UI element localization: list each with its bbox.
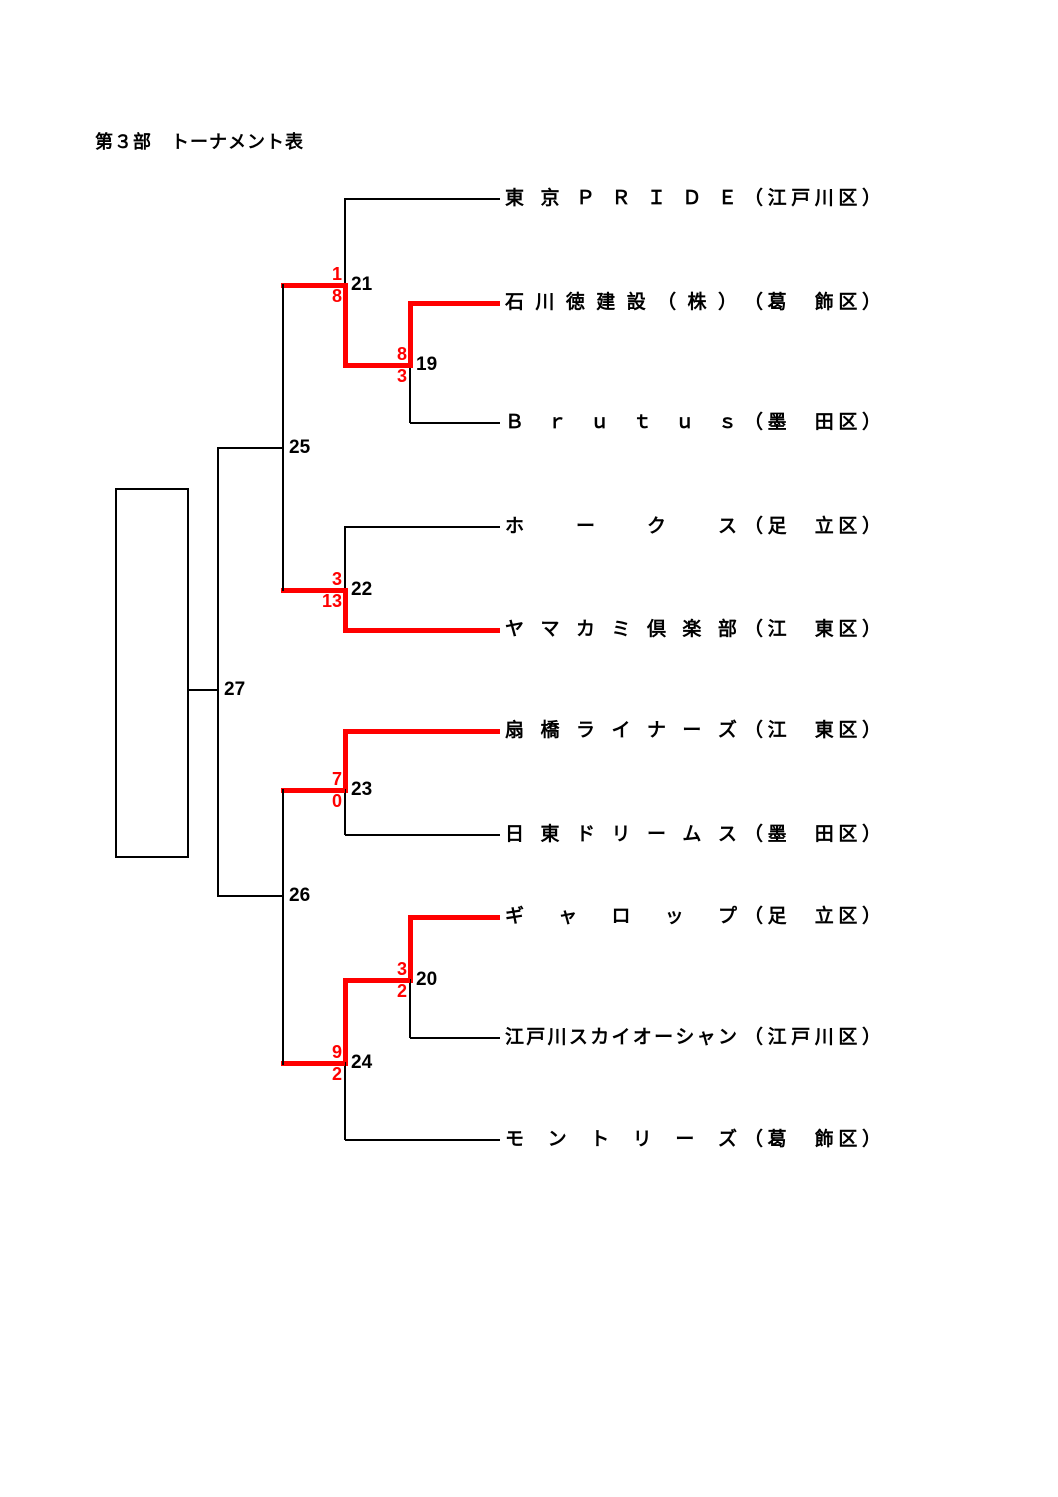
team-district: （江 東区）: [744, 619, 881, 640]
match-23-vertical-loser: [344, 789, 346, 835]
team-6-line: [345, 729, 500, 734]
team-row-ogibashi-liners: 扇橋ライナーズ （江 東区）: [505, 720, 881, 742]
match-27-out-line: [189, 689, 218, 691]
team-district: （葛 飾区）: [744, 292, 881, 313]
score-bottom: 3: [396, 366, 407, 386]
score-bottom: 2: [396, 981, 407, 1001]
match-number: 26: [289, 885, 311, 906]
team-3-line: [410, 422, 500, 424]
match-20-vertical-winner: [408, 915, 413, 983]
match-24-vertical-winner: [343, 978, 348, 1066]
team-row-yamakami-club: ヤマカミ倶楽部 （江 東区）: [505, 619, 881, 641]
team-district: （江戸川区）: [744, 188, 881, 209]
team-8-line: [410, 915, 500, 920]
match-number: 22: [351, 579, 373, 600]
match-26-vertical: [282, 789, 284, 1065]
match-23-vertical-winner: [343, 729, 348, 793]
team-row-edogawa-sky-ocean: 江戸川スカイオーシャン （江戸川区）: [505, 1027, 881, 1049]
score-bottom: 2: [331, 1064, 342, 1084]
team-row-gallop: ギャロップ （足 立区）: [505, 906, 881, 928]
team-district: （葛 飾区）: [744, 1129, 881, 1150]
team-name: ホークス: [505, 516, 737, 537]
match-24-vertical-loser: [344, 1062, 346, 1140]
match-number: 27: [224, 679, 246, 700]
match-19-vertical-loser: [409, 364, 411, 423]
team-row-hawks: ホークス （足 立区）: [505, 516, 881, 538]
match-26-out-line: [218, 895, 283, 897]
team-1-line: [345, 198, 500, 200]
score-top: 3: [331, 569, 342, 589]
match-25-out-line: [218, 447, 283, 449]
team-10-line: [345, 1139, 500, 1141]
match-19-vertical-winner: [408, 301, 413, 368]
match-22-vertical-loser: [344, 526, 346, 591]
team-district: （江 東区）: [744, 720, 881, 741]
score-top: 3: [396, 959, 407, 979]
score-top: 9: [331, 1042, 342, 1062]
team-district: （足 立区）: [744, 906, 881, 927]
match-22-vertical-winner: [343, 588, 348, 633]
match-24-out-line: [281, 1061, 345, 1066]
team-name: 扇橋ライナーズ: [505, 720, 737, 741]
team-4-line: [345, 526, 500, 528]
team-name: ヤマカミ倶楽部: [505, 619, 737, 640]
match-21-vertical-winner: [343, 283, 348, 368]
team-name: 日東ドリームス: [505, 824, 737, 845]
team-9-line: [410, 1037, 500, 1039]
match-number: 24: [351, 1052, 373, 1073]
match-25-vertical: [282, 284, 284, 591]
match-number: 25: [289, 437, 311, 458]
team-name: 石川徳建設（株）: [505, 292, 737, 313]
score-top: 8: [396, 344, 407, 364]
match-number: 23: [351, 779, 373, 800]
match-23-out-line: [281, 788, 345, 793]
champion-box: [115, 488, 189, 858]
score-top: 1: [331, 264, 342, 284]
match-number: 21: [351, 274, 373, 295]
match-21-out-line: [281, 283, 345, 288]
team-5-line: [345, 628, 500, 633]
team-name: モントリーズ: [505, 1129, 737, 1150]
team-row-montreux: モントリーズ （葛 飾区）: [505, 1129, 881, 1151]
team-2-line: [410, 301, 500, 306]
match-22-out-line: [281, 588, 345, 593]
team-name: 江戸川スカイオーシャン: [505, 1027, 737, 1048]
score-bottom: 0: [331, 791, 342, 811]
team-district: （墨 田区）: [744, 824, 881, 845]
score-bottom: 8: [331, 286, 342, 306]
score-bottom: 13: [321, 591, 342, 611]
team-district: （江戸川区）: [744, 1027, 881, 1048]
team-7-line: [345, 834, 500, 836]
match-number: 20: [416, 969, 438, 990]
match-19-out-line: [345, 363, 411, 368]
score-top: 7: [331, 769, 342, 789]
team-row-nitto-dreams: 日東ドリームス （墨 田区）: [505, 824, 881, 846]
team-row-ishikawa-toku-kensetsu: 石川徳建設（株） （葛 飾区）: [505, 292, 881, 314]
match-21-vertical-loser: [344, 198, 346, 286]
match-27-vertical: [217, 447, 219, 897]
team-name: ギャロップ: [505, 906, 737, 927]
page-title: 第３部 トーナメント表: [95, 132, 304, 152]
match-number: 19: [416, 354, 438, 375]
team-district: （足 立区）: [744, 516, 881, 537]
match-20-vertical-loser: [409, 979, 411, 1038]
team-district: （墨 田区）: [744, 412, 881, 433]
match-20-out-line: [343, 978, 410, 983]
